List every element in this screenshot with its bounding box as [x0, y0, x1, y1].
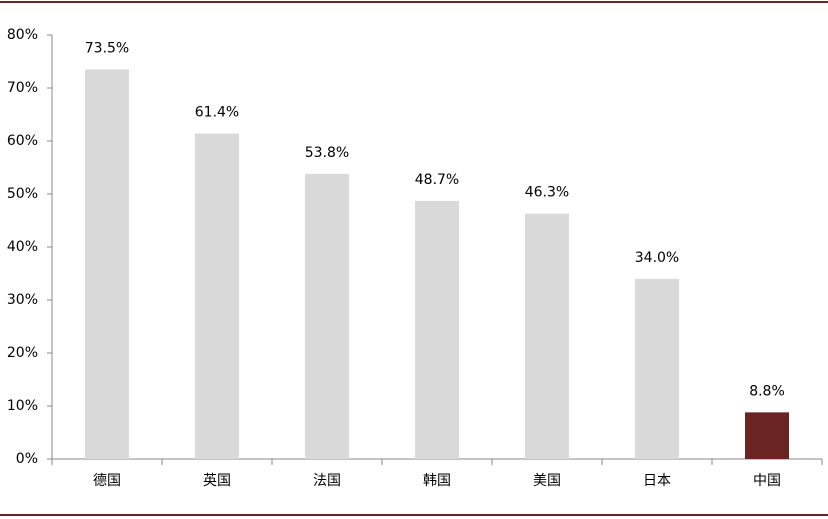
value-label: 8.8%	[749, 383, 785, 399]
y-tick-label: 60%	[7, 133, 38, 149]
y-tick-label: 0%	[16, 451, 38, 467]
bar	[525, 213, 569, 459]
x-tick-label: 日本	[643, 473, 671, 489]
value-label: 61.4%	[195, 105, 239, 121]
y-tick-label: 80%	[7, 27, 38, 43]
value-label: 73.5%	[85, 40, 129, 56]
y-tick-label: 70%	[7, 80, 38, 96]
bar	[305, 173, 349, 460]
y-tick-label: 20%	[7, 345, 38, 361]
bar	[415, 200, 459, 459]
bar	[195, 133, 239, 459]
bar	[635, 278, 679, 459]
x-tick-label: 德国	[93, 473, 121, 489]
y-tick-label: 30%	[7, 292, 38, 308]
x-tick-label: 美国	[533, 473, 561, 489]
y-tick-label: 40%	[7, 239, 38, 255]
x-tick-label: 韩国	[423, 473, 451, 489]
value-label: 46.3%	[525, 185, 569, 201]
value-label: 34.0%	[635, 250, 679, 266]
y-tick-label: 50%	[7, 186, 38, 202]
bar	[85, 69, 129, 459]
x-tick-label: 中国	[753, 473, 781, 489]
x-tick-label: 法国	[313, 473, 341, 489]
y-tick-label: 10%	[7, 398, 38, 414]
bar	[745, 412, 789, 459]
x-tick-label: 英国	[203, 472, 231, 489]
value-label: 48.7%	[415, 172, 459, 188]
value-label: 53.8%	[305, 145, 349, 161]
